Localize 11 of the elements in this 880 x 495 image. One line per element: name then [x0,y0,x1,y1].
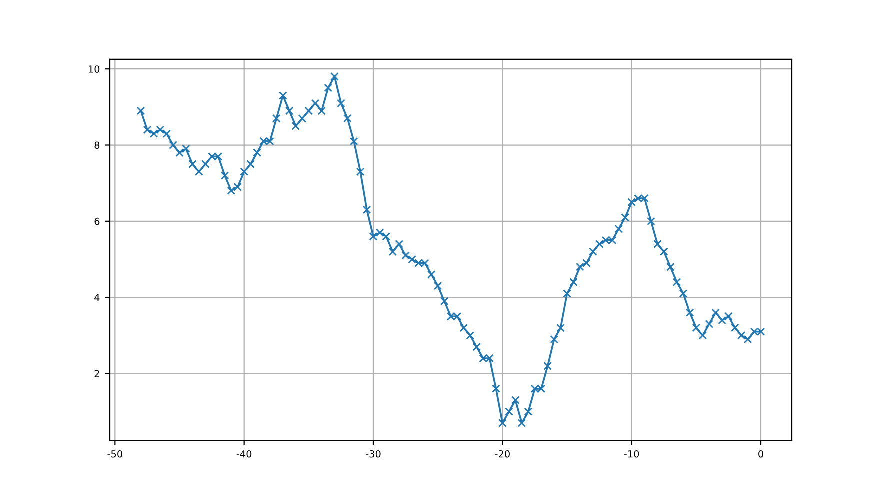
x-tick-label: -40 [236,450,252,458]
x-tick-label: -10 [624,450,640,458]
x-tick-label: 0 [758,450,764,458]
y-tick-label: 8 [94,142,100,150]
y-tick-label: 4 [94,294,100,302]
y-tick-label: 10 [88,66,100,73]
y-tick-label: 2 [94,370,100,378]
x-tick-label: -30 [366,450,381,458]
y-tick-label: 6 [94,218,100,226]
x-tick-label: -20 [495,450,510,458]
x-tick-label: -50 [108,450,122,458]
